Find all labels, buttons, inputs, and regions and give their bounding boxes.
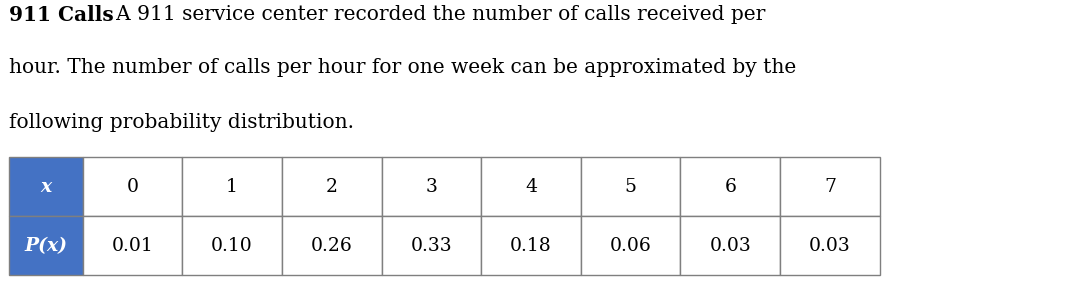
- Text: A 911 service center recorded the number of calls received per: A 911 service center recorded the number…: [97, 5, 765, 24]
- Bar: [282, 157, 382, 216]
- Bar: [681, 157, 780, 216]
- Text: 0.03: 0.03: [710, 237, 752, 255]
- Text: 0.33: 0.33: [410, 237, 452, 255]
- Text: 6: 6: [725, 178, 737, 196]
- Bar: [780, 157, 880, 216]
- Bar: [481, 216, 580, 275]
- Text: 4: 4: [525, 178, 537, 196]
- Bar: [481, 157, 580, 216]
- Text: 0.18: 0.18: [510, 237, 552, 255]
- Text: 0.10: 0.10: [212, 237, 253, 255]
- Bar: [9, 157, 82, 216]
- Bar: [9, 216, 82, 275]
- Text: x: x: [40, 178, 51, 196]
- Bar: [580, 157, 681, 216]
- Bar: [681, 216, 780, 275]
- Text: 0.03: 0.03: [809, 237, 851, 255]
- Text: 911 Calls: 911 Calls: [9, 5, 113, 25]
- Text: 7: 7: [824, 178, 836, 196]
- Bar: [382, 157, 481, 216]
- Text: 3: 3: [425, 178, 437, 196]
- Bar: [580, 216, 681, 275]
- Text: P(x): P(x): [25, 237, 67, 255]
- Text: 2: 2: [326, 178, 338, 196]
- Text: 0.26: 0.26: [311, 237, 353, 255]
- Text: 0: 0: [126, 178, 138, 196]
- Bar: [182, 157, 282, 216]
- Bar: [282, 216, 382, 275]
- Text: 0.01: 0.01: [111, 237, 153, 255]
- Bar: [780, 216, 880, 275]
- Text: 0.06: 0.06: [609, 237, 651, 255]
- Bar: [82, 157, 182, 216]
- Text: hour. The number of calls per hour for one week can be approximated by the: hour. The number of calls per hour for o…: [9, 58, 795, 77]
- Text: 5: 5: [624, 178, 637, 196]
- Bar: [82, 216, 182, 275]
- Bar: [182, 216, 282, 275]
- Text: following probability distribution.: following probability distribution.: [9, 113, 354, 132]
- Text: 1: 1: [227, 178, 238, 196]
- Bar: [382, 216, 481, 275]
